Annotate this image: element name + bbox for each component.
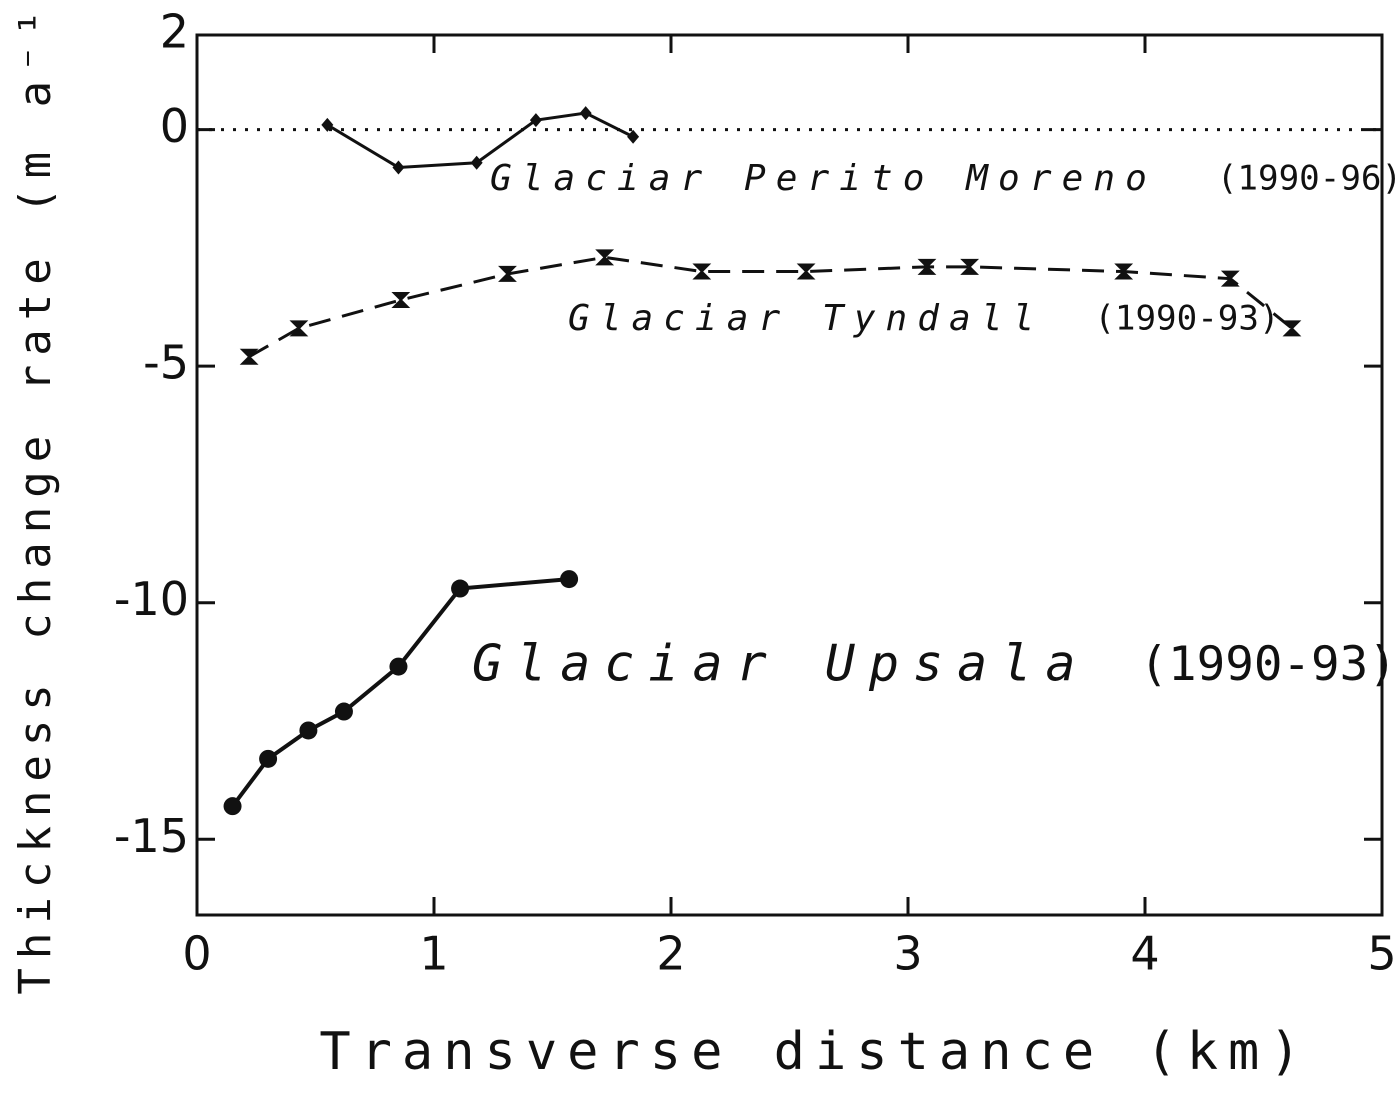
x-axis-label: Transverse distance (km) [319, 1022, 1310, 1082]
y-tick-label: -5 [143, 336, 189, 390]
point [529, 113, 542, 128]
series-line [230, 577, 570, 808]
point [289, 320, 309, 337]
y-tick-label: -10 [114, 572, 189, 626]
series-period: (1990-96) [1217, 159, 1400, 199]
point [1114, 263, 1134, 280]
point [560, 570, 579, 589]
point [259, 749, 278, 768]
point [334, 702, 353, 721]
point [1282, 320, 1302, 337]
y-axis-label: Thickness change rate (m a⁻¹) [10, 0, 61, 995]
point [299, 721, 318, 740]
point [498, 265, 517, 282]
series-period: (1990-93) [1094, 299, 1279, 339]
point [960, 258, 980, 275]
point [579, 106, 592, 121]
point [451, 579, 470, 598]
point [692, 263, 712, 280]
series-label: Glaciar Tyndall [568, 298, 1044, 339]
plot-frame [195, 33, 1384, 917]
series-line [326, 111, 634, 169]
series-label: Glaciar Upsala [472, 635, 1089, 693]
x-tick-label: 2 [656, 927, 685, 981]
point [1220, 270, 1240, 287]
series-period: (1990-93) [1139, 637, 1396, 692]
y-tick-label: -15 [114, 809, 189, 863]
point [321, 117, 334, 132]
x-tick-label: 4 [1130, 927, 1159, 981]
point [223, 797, 242, 816]
x-tick-label: 0 [182, 927, 211, 981]
point [796, 263, 816, 280]
point [239, 348, 259, 365]
y-tick-label: 0 [160, 99, 189, 153]
y-tick-label: 2 [160, 5, 189, 59]
point [389, 657, 408, 676]
point [391, 291, 411, 308]
x-tick-label: 1 [419, 927, 448, 981]
series-line [248, 255, 1293, 359]
x-tick-label: 3 [893, 927, 922, 981]
point [627, 129, 640, 144]
point [470, 155, 483, 170]
x-tick-label: 5 [1367, 927, 1396, 981]
point [595, 249, 615, 266]
series-label: Glaciar Perito Moreno [490, 158, 1157, 199]
point [392, 160, 405, 175]
point [917, 258, 937, 275]
